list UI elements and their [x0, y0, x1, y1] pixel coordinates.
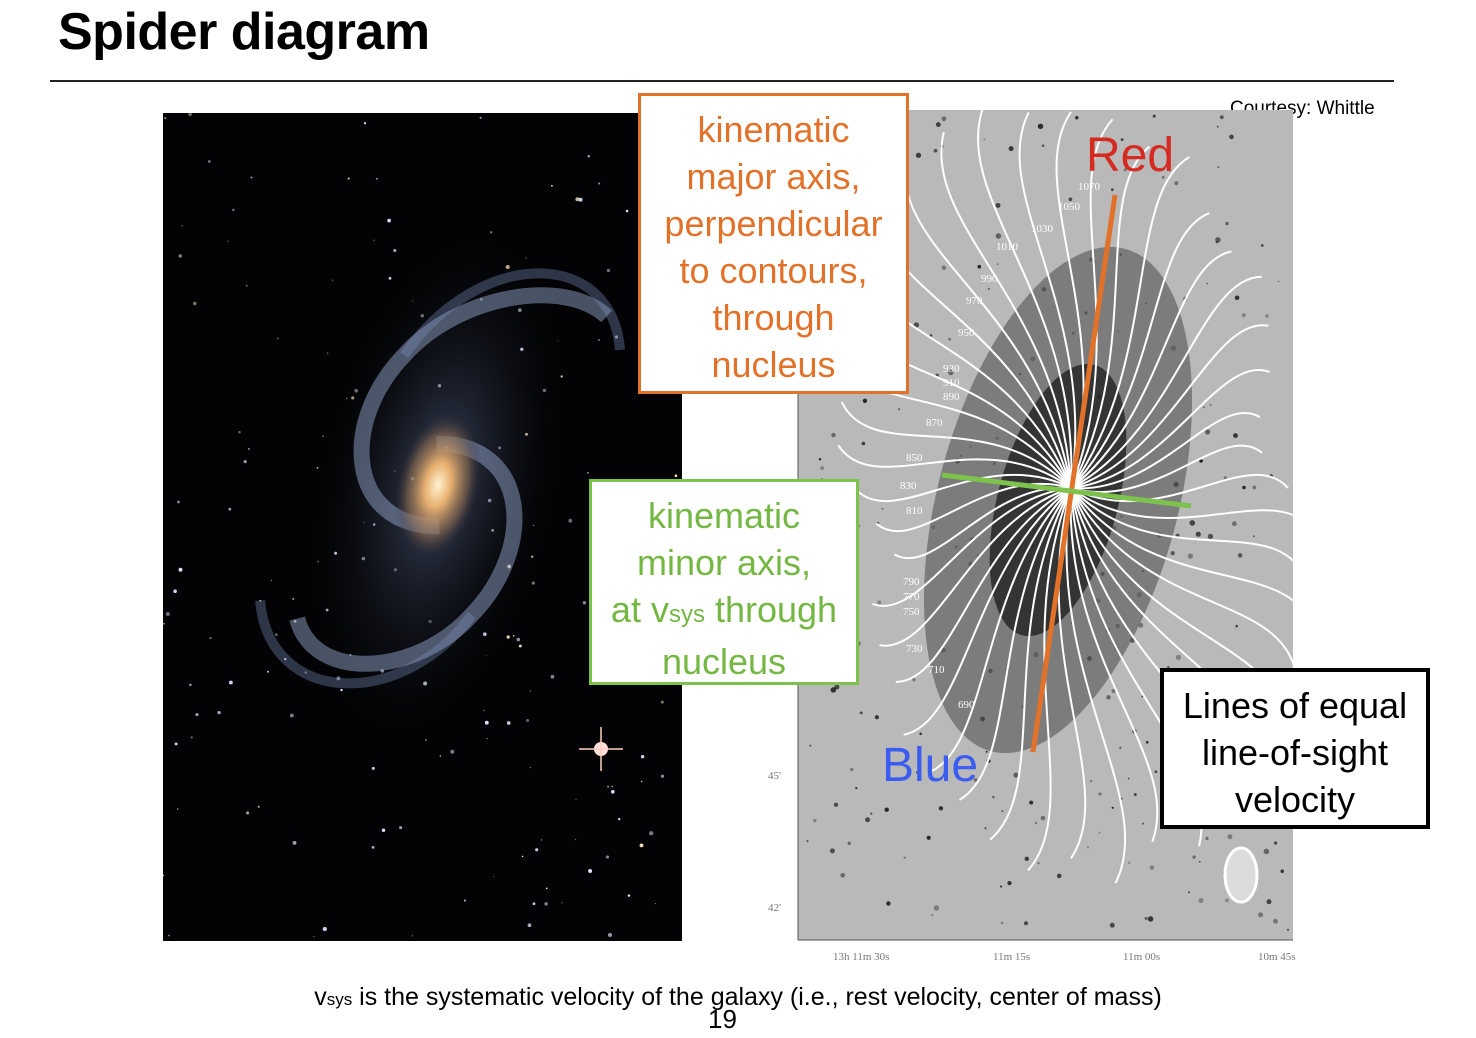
contour-label: 1030	[1031, 223, 1054, 235]
contour-label: 1070	[1078, 181, 1101, 193]
velocity-contour	[872, 487, 1072, 607]
velocity-contour	[1065, 487, 1127, 884]
major-axis-line	[1030, 194, 1118, 753]
velocity-contour	[1027, 487, 1072, 872]
callout-line: kinematic	[697, 109, 850, 150]
contour-label: 1050	[1058, 201, 1081, 213]
callout-line: at vsys through	[610, 589, 838, 630]
minor-axis-line	[941, 472, 1192, 509]
y-tick-label: 45'	[768, 770, 781, 782]
page-number: 19	[708, 1004, 737, 1034]
velocity-contour	[1070, 275, 1262, 489]
velocity-contour	[1070, 118, 1114, 489]
contour-label: 930	[943, 363, 960, 375]
slide-title: Spider diagram	[58, 3, 430, 61]
velocity-contour	[853, 474, 1072, 502]
contour-label: 850	[906, 452, 923, 464]
contour-label: 830	[900, 480, 917, 492]
velocity-contour	[1070, 487, 1316, 534]
velocity-contour	[840, 401, 1072, 489]
velocity-contour	[1070, 368, 1271, 489]
velocity-contour	[1070, 487, 1316, 631]
velocity-contour	[977, 110, 1073, 489]
contour-label: 770	[903, 591, 920, 603]
velocity-contour	[875, 482, 1072, 533]
x-tick-label: 11m 00s	[1123, 951, 1160, 963]
velocity-contour	[1070, 487, 1297, 673]
contour-label: 890	[943, 391, 960, 403]
velocity-contour	[1070, 444, 1263, 494]
velocity-contour	[1070, 145, 1151, 489]
velocity-contour	[1018, 112, 1077, 489]
red-label: Red	[1086, 129, 1175, 182]
velocity-contour	[1070, 487, 1305, 576]
velocity-contour	[837, 444, 1072, 489]
title-divider	[50, 80, 1394, 82]
contour-legend-box: Lines of equal line-of-sight velocity	[1160, 668, 1430, 829]
velocity-contour	[989, 487, 1072, 841]
velocity-contour	[1069, 487, 1159, 843]
velocity-contour	[879, 487, 1072, 647]
velocity-contour	[927, 487, 1072, 774]
callout-line: nucleus	[661, 641, 787, 682]
contour-label: 690	[958, 699, 975, 711]
velocity-contour	[958, 487, 1072, 801]
x-tick-label: 13h 11m 30s	[833, 951, 889, 963]
contour-labels: 1070 1050 1030 1010 990 970 950 930 910 890 870 850…	[900, 181, 1101, 711]
contour-label: 1010	[996, 241, 1019, 253]
velocity-contour	[1070, 411, 1261, 490]
callout-line: through	[712, 297, 835, 338]
contour-label: 910	[943, 377, 960, 389]
velocity-contour	[1070, 156, 1190, 489]
axis-ticks: 13h 11m 30s 11m 15s 11m 00s 10m 45s 45' …	[768, 770, 1296, 963]
callout-line: nucleus	[711, 344, 836, 385]
blue-label: Blue	[882, 739, 979, 792]
callout-line: to contours,	[679, 250, 868, 291]
contour-label: 990	[981, 273, 998, 285]
x-tick-label: 10m 45s	[1258, 951, 1296, 963]
velocity-contour	[1070, 212, 1210, 489]
minor-axis-callout: kinematic minor axis, at vsys through nu…	[589, 479, 859, 685]
callout-line: major axis,	[686, 156, 861, 197]
velocity-contour	[895, 487, 1072, 683]
contour-label: 950	[958, 327, 975, 339]
contour-label: 710	[928, 664, 945, 676]
y-tick-label: 42'	[768, 902, 781, 914]
contour-label: 810	[906, 505, 923, 517]
velocity-contour	[940, 131, 1072, 489]
velocity-contour	[903, 487, 1072, 736]
contour-label: 790	[903, 576, 920, 588]
callout-line: perpendicular	[664, 203, 883, 244]
velocity-contour	[1070, 250, 1232, 489]
callout-line: velocity	[1234, 779, 1356, 820]
callout-line: minor axis,	[636, 542, 812, 583]
callout-line: kinematic	[647, 495, 801, 536]
contour-label: 870	[926, 417, 943, 429]
callout-line: Lines of equal	[1182, 685, 1408, 726]
contour-label: 970	[966, 295, 983, 307]
contour-label: 750	[903, 606, 920, 618]
x-tick-label: 11m 15s	[993, 951, 1030, 963]
callout-line: line-of-sight	[1201, 732, 1389, 773]
velocity-contour	[1070, 473, 1289, 503]
slide-caption: vsys is the systematic velocity of the g…	[314, 983, 1162, 1011]
beam-ellipse	[1223, 846, 1259, 904]
contour-label: 730	[906, 643, 923, 655]
velocity-contour	[1070, 324, 1269, 489]
major-axis-callout: kinematic major axis, perpendicular to c…	[638, 93, 909, 394]
